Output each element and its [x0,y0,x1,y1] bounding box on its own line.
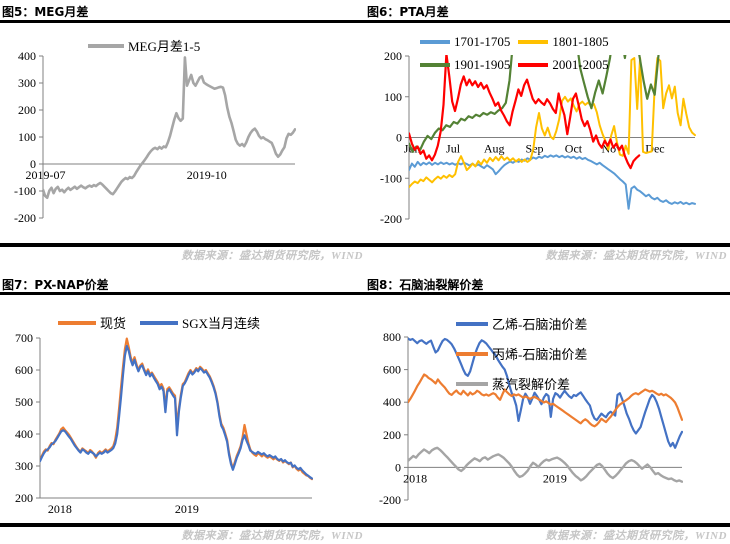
source-watermark: 数据来源：盛达期货研究院，WIND [181,250,363,262]
svg-text:100: 100 [18,130,36,144]
legend-swatch-spot [58,320,96,325]
chart-px-nap-spread: 700 600 500 400 300 200 2018 2019 [15,331,313,516]
divider-rule-row2 [0,292,730,295]
legend-label: MEG月差1-5 [128,39,201,54]
svg-text:2018: 2018 [403,471,427,485]
chart6-legend: 1701-1705 1801-1805 1901-1905 2001-2005 [420,34,617,73]
svg-text:0: 0 [395,460,401,474]
legend-swatch-propylene [456,351,488,356]
legend-item: 1801-1805 [518,34,609,50]
legend-swatch-1801 [518,40,549,44]
legend-label: 1701-1705 [454,34,511,49]
svg-text:600: 600 [15,363,33,377]
legend-swatch-ethylene [456,321,488,326]
legend-item: 2001-2005 [518,57,609,73]
svg-text:-200: -200 [380,212,402,226]
divider-rule-top [0,20,730,23]
svg-text:2019-07: 2019-07 [26,168,66,182]
source-watermark: 数据来源：盛达期货研究院，WIND [181,530,363,542]
legend-label: 2001-2005 [552,57,609,72]
legend-swatch-1701 [420,40,450,44]
legend-label: 蒸汽裂解价差 [492,377,571,392]
legend-label: 1901-1905 [454,57,511,72]
svg-text:0: 0 [30,157,36,171]
svg-text:200: 200 [384,49,402,63]
divider-rule-mid [0,243,730,247]
legend-item: 蒸汽裂解价差 [456,374,570,393]
svg-text:600: 600 [383,363,401,377]
chart-meg-month-spread: 400 300 200 100 0 -100 -200 2019-07 2019-10 [14,49,296,225]
legend-label: 1801-1805 [552,34,609,49]
panel-title-fig8: 图8：石脑油裂解价差 [367,278,484,292]
svg-text:0: 0 [396,131,402,145]
svg-text:2018: 2018 [48,502,72,516]
svg-text:-100: -100 [380,171,402,185]
legend-label: 乙烯-石脑油价差 [492,317,588,332]
legend-item: 1901-1905 [420,57,510,73]
svg-text:200: 200 [383,428,401,442]
svg-text:400: 400 [383,395,401,409]
legend-swatch-2001 [518,63,549,67]
svg-text:400: 400 [15,427,33,441]
svg-text:200: 200 [15,491,33,505]
svg-text:100: 100 [384,90,402,104]
chart7-legend: 现货 SGX当月连续 [58,313,268,332]
legend-item: 丙烯-石脑油价差 [456,344,587,363]
panel-title-fig6: 图6：PTA月差 [367,5,449,19]
svg-text:2019-10: 2019-10 [187,168,227,182]
svg-text:700: 700 [15,331,33,345]
legend-item: 1701-1705 [420,34,510,50]
svg-text:500: 500 [15,395,33,409]
legend-swatch-meg [88,43,124,48]
svg-text:-100: -100 [14,184,36,198]
chart8-legend: 乙烯-石脑油价差 丙烯-石脑油价差 蒸汽裂解价差 [456,314,595,393]
svg-text:Jul: Jul [446,142,461,156]
legend-item: 现货 [58,313,126,332]
legend-item: 乙烯-石脑油价差 [456,314,587,333]
chart5-legend: MEG月差1-5 [88,36,208,55]
svg-text:-200: -200 [379,493,401,507]
panel-title-fig7: 图7：PX-NAP价差 [2,278,109,292]
source-watermark: 数据来源：盛达期货研究院，WIND [545,530,727,542]
svg-text:Oct: Oct [565,142,583,156]
legend-label: 丙烯-石脑油价差 [492,347,588,362]
legend-swatch-steam-crack [456,381,488,386]
divider-rule-bottom [0,523,730,527]
source-watermark: 数据来源：盛达期货研究院，WIND [545,250,727,262]
svg-text:300: 300 [18,76,36,90]
svg-text:Sep: Sep [526,142,544,156]
legend-item: SGX当月连续 [140,313,260,332]
legend-label: SGX当月连续 [182,316,261,331]
panel-title-fig5: 图5：MEG月差 [2,5,89,19]
svg-text:2019: 2019 [543,471,567,485]
svg-text:-200: -200 [14,211,36,225]
legend-swatch-1901 [420,63,450,67]
svg-text:400: 400 [18,49,36,63]
svg-text:300: 300 [15,459,33,473]
legend-item: MEG月差1-5 [88,36,200,55]
legend-swatch-sgx [140,320,179,325]
svg-text:200: 200 [18,103,36,117]
svg-text:800: 800 [383,330,401,344]
svg-text:Aug: Aug [484,142,505,156]
legend-label: 现货 [100,316,127,331]
svg-text:2019: 2019 [175,502,199,516]
